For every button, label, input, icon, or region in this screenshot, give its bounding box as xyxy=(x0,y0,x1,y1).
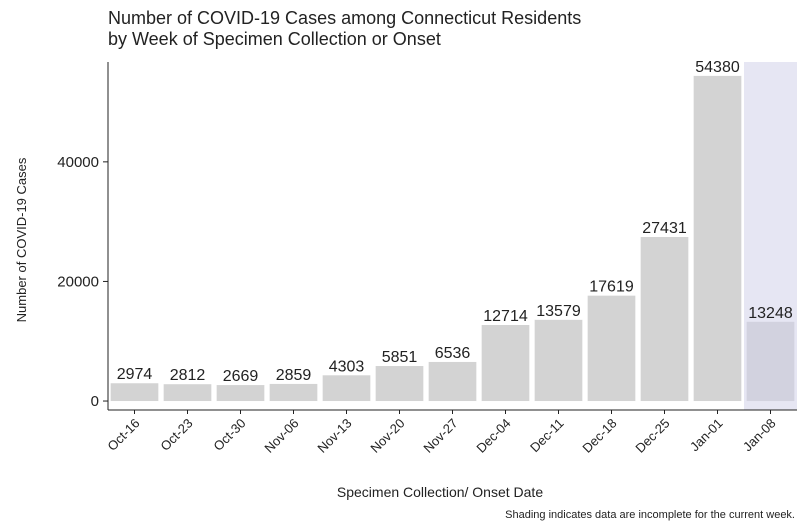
bar xyxy=(693,75,742,402)
bar xyxy=(746,321,795,402)
value-label: 13248 xyxy=(748,305,793,322)
value-label: 13579 xyxy=(536,303,581,320)
value-label: 2669 xyxy=(223,368,259,385)
value-label: 6536 xyxy=(435,345,471,362)
bar xyxy=(216,385,265,402)
bar xyxy=(428,361,477,402)
bar xyxy=(110,383,159,402)
x-tick-label: Oct-30 xyxy=(210,416,248,454)
x-tick-label: Nov-27 xyxy=(420,416,460,456)
y-axis-title: Number of COVID-19 Cases xyxy=(14,157,29,322)
value-label: 54380 xyxy=(695,59,740,76)
x-tick-label: Jan-08 xyxy=(740,416,779,455)
x-tick-label: Oct-23 xyxy=(157,416,195,454)
value-label: 17619 xyxy=(589,279,634,296)
x-tick-label: Nov-13 xyxy=(314,416,354,456)
x-tick-label: Nov-20 xyxy=(367,416,407,456)
y-tick-label: 20000 xyxy=(57,273,99,290)
chart-title: Number of COVID-19 Cases among Connectic… xyxy=(108,8,581,28)
value-label: 2974 xyxy=(117,366,153,383)
x-tick-label: Dec-04 xyxy=(473,416,513,456)
chart-title: by Week of Specimen Collection or Onset xyxy=(108,29,441,49)
value-label: 4303 xyxy=(329,358,365,375)
footnote: Shading indicates data are incomplete fo… xyxy=(505,509,795,521)
bar xyxy=(269,383,318,402)
value-label: 2859 xyxy=(276,367,312,384)
y-tick-label: 40000 xyxy=(57,154,99,171)
bar xyxy=(163,384,212,402)
x-tick-label: Oct-16 xyxy=(104,416,142,454)
value-label: 5851 xyxy=(382,349,418,366)
value-label: 27431 xyxy=(642,220,687,237)
value-label: 2812 xyxy=(170,367,206,384)
bar xyxy=(322,375,371,402)
x-tick-label: Jan-01 xyxy=(687,416,726,455)
value-label: 12714 xyxy=(483,308,528,325)
bar xyxy=(640,237,689,402)
x-tick-label: Dec-18 xyxy=(579,416,619,456)
y-tick-label: 0 xyxy=(91,393,99,410)
x-tick-label: Dec-11 xyxy=(527,416,567,456)
bar xyxy=(534,319,583,402)
x-tick-label: Nov-06 xyxy=(261,416,301,456)
bar xyxy=(587,295,636,402)
x-axis-title: Specimen Collection/ Onset Date xyxy=(337,484,543,500)
x-tick-label: Dec-25 xyxy=(632,416,672,456)
bar xyxy=(481,325,530,402)
bar xyxy=(375,366,424,402)
